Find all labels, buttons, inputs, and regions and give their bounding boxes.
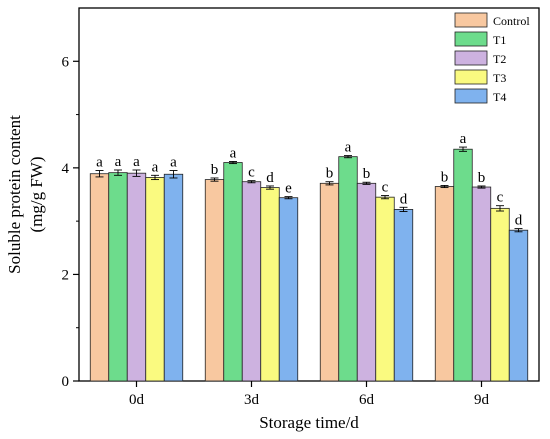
legend-swatch <box>454 69 488 85</box>
significance-letter: b <box>363 166 371 182</box>
bar <box>490 207 510 382</box>
bar <box>453 148 473 382</box>
bar <box>508 229 529 382</box>
significance-letter: b <box>441 169 449 185</box>
significance-letter: a <box>152 159 159 175</box>
y-axis-title-line1: Soluble protein content <box>5 115 24 274</box>
legend: Control T1 T2 T3 T4 <box>454 12 530 104</box>
bar <box>241 181 262 382</box>
legend-label: T2 <box>493 52 506 66</box>
x-tick-label: 9d <box>474 392 490 408</box>
x-axis-title: Storage time/d <box>259 413 359 432</box>
ticks-group: 0 2 4 6 0d 3d 6d 9d <box>62 54 490 408</box>
significance-letter: b <box>478 170 486 186</box>
bar <box>145 177 165 382</box>
x-tick-label: 3d <box>244 392 260 408</box>
y-axis-title: Soluble protein content (mg/g FW) <box>5 115 46 274</box>
legend-label: T3 <box>493 71 506 85</box>
bar <box>375 196 395 382</box>
bar <box>356 182 377 382</box>
significance-letter: b <box>211 162 219 178</box>
significance-letter: a <box>460 131 467 147</box>
significance-letter: a <box>115 154 122 170</box>
x-tick-label: 6d <box>359 392 375 408</box>
significance-letter: a <box>170 155 177 171</box>
bar <box>126 172 147 382</box>
bar <box>260 187 280 382</box>
significance-letter: a <box>96 155 103 171</box>
bar <box>393 209 414 382</box>
legend-swatch <box>454 31 488 47</box>
plot-frame <box>78 7 540 382</box>
bar <box>434 186 455 382</box>
legend-label: T1 <box>493 33 506 47</box>
bar <box>108 172 128 382</box>
legend-swatch <box>454 50 488 66</box>
y-tick-label: 4 <box>62 161 70 177</box>
significance-letter: b <box>326 166 334 182</box>
x-tick-label: 0d <box>129 392 145 408</box>
significance-letter: a <box>345 140 352 156</box>
y-tick-label: 6 <box>62 54 70 70</box>
legend-label: T4 <box>493 90 506 104</box>
significance-letter: d <box>515 213 523 229</box>
significance-letter: c <box>248 165 255 181</box>
y-axis-title-line2: (mg/g FW) <box>27 156 46 232</box>
significance-letter: d <box>400 191 408 207</box>
bar <box>338 156 358 382</box>
bar <box>471 186 492 382</box>
significance-letter: a <box>133 154 140 170</box>
bar <box>278 197 299 382</box>
significance-letter: c <box>382 180 389 196</box>
y-tick-label: 0 <box>62 374 70 390</box>
plot-frame-group <box>78 7 540 382</box>
legend-label: Control <box>493 14 530 28</box>
bar <box>163 173 184 382</box>
legend-swatch <box>454 12 488 28</box>
y-tick-label: 2 <box>62 267 70 283</box>
bar <box>89 173 110 382</box>
significance-letter: d <box>266 170 274 186</box>
bar <box>204 179 225 382</box>
significance-letter: e <box>285 181 292 197</box>
significance-letter: a <box>230 145 237 161</box>
bar <box>223 162 243 382</box>
significance-letter: c <box>497 190 504 206</box>
bar <box>319 182 340 382</box>
legend-swatch <box>454 88 488 104</box>
